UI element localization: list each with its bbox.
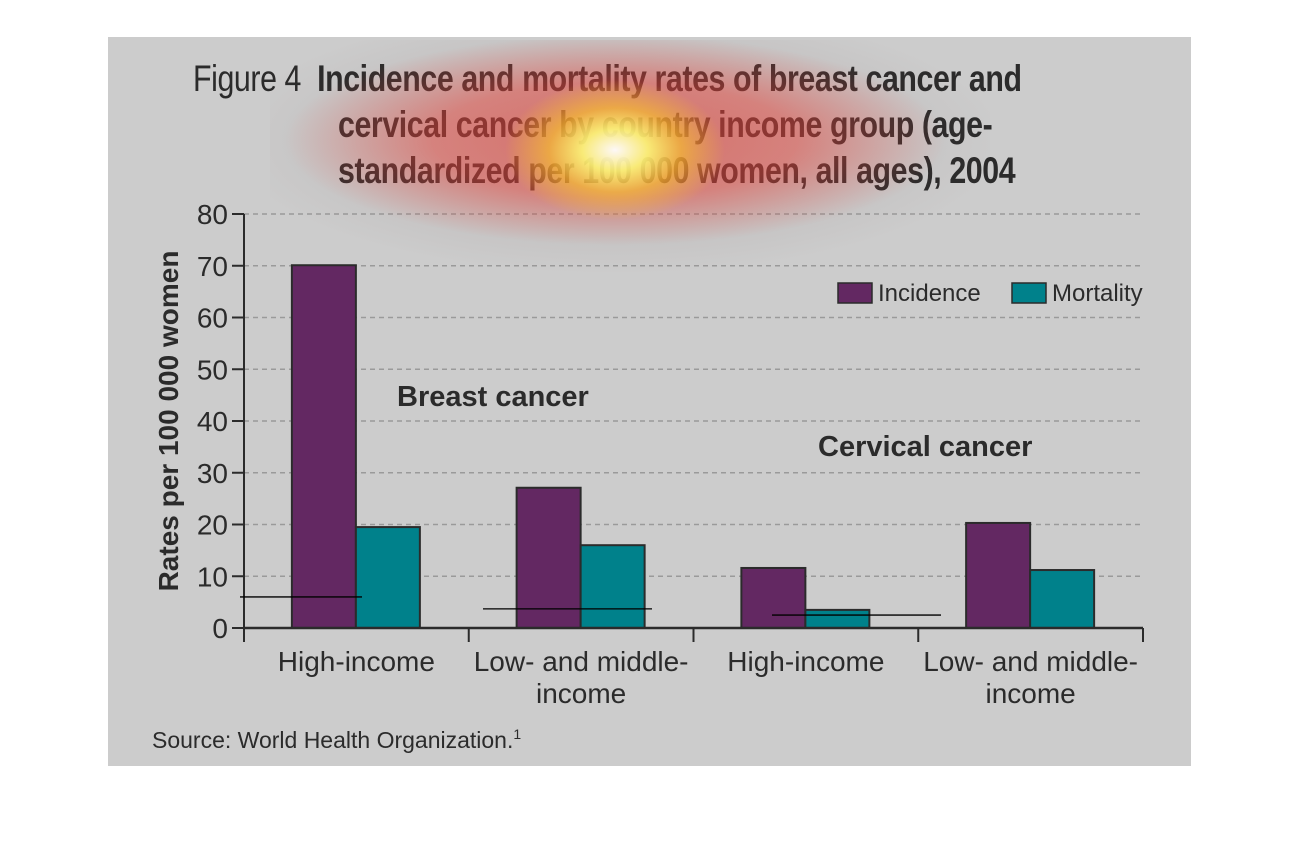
source-superscript: 1 (513, 726, 521, 742)
title-line-2: cervical cancer by country income group … (338, 104, 993, 145)
gridlines (244, 213, 1143, 577)
bar-mortality (354, 526, 421, 630)
bar-incidence (965, 521, 1032, 630)
annotation-cervical-cancer: Cervical cancer (818, 431, 1032, 463)
bar-mortality (804, 608, 871, 630)
x-category-label: income (985, 678, 1075, 709)
x-category-label: income (536, 678, 626, 709)
annotation-breast-cancer: Breast cancer (397, 381, 589, 413)
legend-label-mortality: Mortality (1052, 280, 1143, 307)
y-tick-label: 30 (197, 458, 228, 489)
legend: Incidence Mortality (837, 280, 1143, 307)
x-category-label: High-income (727, 646, 884, 677)
y-tick-label: 20 (197, 510, 228, 541)
x-category-label: Low- and middle- (923, 646, 1138, 677)
y-tick-label: 80 (197, 199, 228, 230)
x-category-label: High-income (278, 646, 435, 677)
y-axis-label: Rates per 100 000 women (153, 251, 184, 592)
source-note: Source: World Health Organization.1 (152, 726, 521, 753)
y-tick-label: 0 (212, 613, 228, 644)
y-tick-label: 40 (197, 406, 228, 437)
bar-mortality (1029, 569, 1096, 629)
y-tick-label: 60 (197, 303, 228, 334)
y-ticks: 0 10 20 30 40 50 60 70 80 (197, 199, 244, 644)
y-tick-label: 50 (197, 354, 228, 385)
title-line-3: standardized per 100 000 women, all ages… (338, 150, 1016, 191)
legend-swatch-mortality (1011, 282, 1047, 304)
marker-lines (240, 596, 941, 616)
y-tick-label: 10 (197, 561, 228, 592)
title-text-1: Incidence and mortality rates of breast … (317, 58, 1022, 99)
y-tick-label: 70 (197, 251, 228, 282)
bar-incidence (290, 264, 357, 629)
bar-mortality (579, 544, 646, 630)
bar-incidence (740, 566, 807, 629)
title-line-1: Figure 4 Incidence and mortality rates o… (193, 58, 1022, 100)
axes (243, 214, 1144, 642)
bar-incidence (515, 486, 582, 629)
legend-label-incidence: Incidence (878, 280, 981, 307)
x-category-label: Low- and middle- (474, 646, 689, 677)
figure-label: Figure 4 (193, 58, 302, 99)
legend-swatch-incidence (837, 282, 873, 304)
x-categories: High-income Low- and middle-income High-in… (278, 646, 1138, 709)
source-text: Source: World Health Organization. (152, 727, 513, 753)
